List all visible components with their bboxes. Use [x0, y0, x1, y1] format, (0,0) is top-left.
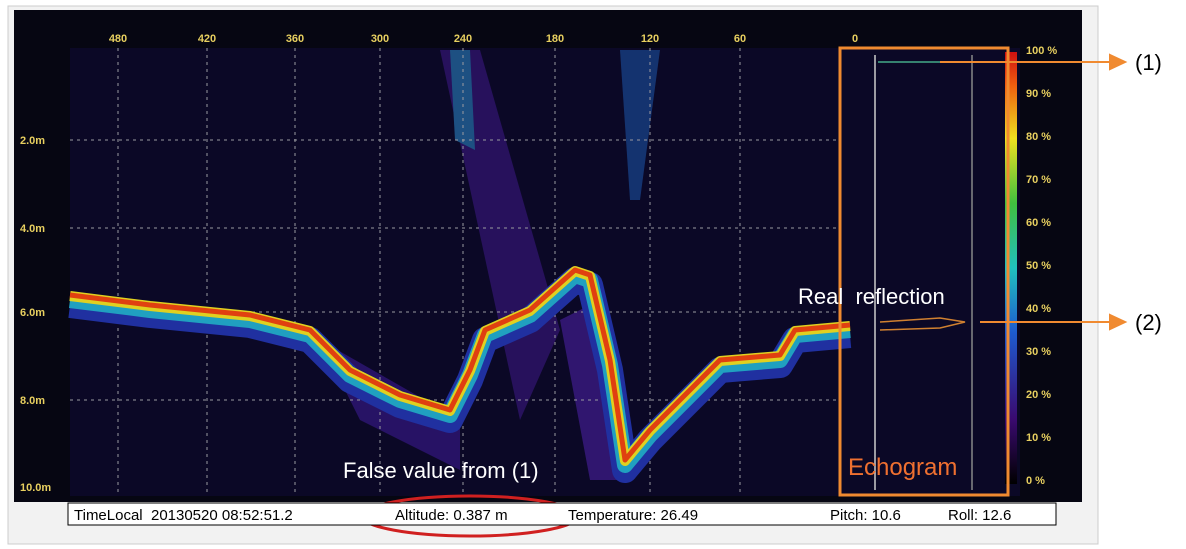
color-scale-label: 100 %	[1026, 45, 1057, 57]
status-bar	[67, 502, 1057, 526]
depth-label: 4.0m	[20, 223, 45, 235]
depth-label: 6.0m	[20, 307, 45, 319]
color-scale-label: 80 %	[1026, 131, 1051, 143]
top-axis-label: 240	[454, 33, 472, 45]
status-pitch: Pitch: 10.6	[830, 507, 901, 524]
color-scale-label: 0 %	[1026, 475, 1045, 487]
marker-1: (1)	[1135, 50, 1162, 75]
profile	[874, 55, 973, 490]
depth-label: 10.0m	[20, 482, 51, 494]
color-scale-label: 70 %	[1026, 174, 1051, 186]
top-axis-label: 60	[734, 33, 746, 45]
top-axis-label: 420	[198, 33, 216, 45]
top-axis-label: 120	[641, 33, 659, 45]
color-scale-label: 20 %	[1026, 389, 1051, 401]
depth-label: 8.0m	[20, 395, 45, 407]
color-scale-label: 50 %	[1026, 260, 1051, 272]
top-axis-label: 0	[852, 33, 858, 45]
texts: (1) (2) Real reflection False value from…	[20, 33, 1162, 524]
echogram-label: Echogram	[848, 454, 957, 481]
status-altitude: Altitude: 0.387 m	[395, 507, 508, 524]
status-temperature: Temperature: 26.49	[568, 507, 698, 524]
status-roll: Roll: 12.6	[948, 507, 1011, 524]
color-scale-label: 40 %	[1026, 303, 1051, 315]
seabed	[68, 266, 852, 483]
color-scale-label: 60 %	[1026, 217, 1051, 229]
echogram-area	[70, 48, 1020, 496]
marker-2: (2)	[1135, 310, 1162, 335]
color-scale-label: 30 %	[1026, 346, 1051, 358]
depth-label: 2.0m	[20, 135, 45, 147]
false-value: False value from (1)	[343, 458, 539, 483]
color-scale-label: 90 %	[1026, 88, 1051, 100]
status-time: TimeLocal 20130520 08:52:51.2	[74, 507, 293, 524]
top-axis-label: 300	[371, 33, 389, 45]
echogram-frame	[838, 46, 1010, 497]
top-axis-label: 360	[286, 33, 304, 45]
top-axis-label: 480	[109, 33, 127, 45]
color-scale-label: 10 %	[1026, 432, 1051, 444]
real-reflection: Real reflection	[798, 284, 945, 309]
top-axis-label: 180	[546, 33, 564, 45]
arrows	[940, 53, 1128, 331]
